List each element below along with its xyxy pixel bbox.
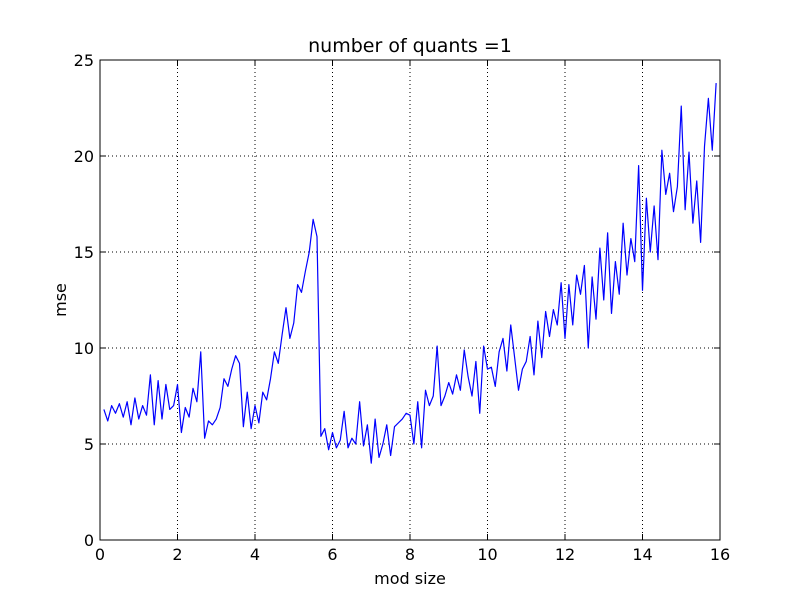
- y-tick-label: 0: [84, 531, 94, 550]
- plot-area: [103, 83, 717, 464]
- x-axis-label: mod size: [374, 569, 446, 588]
- x-tick-label: 0: [95, 545, 105, 564]
- chart-title: number of quants =1: [308, 35, 512, 57]
- y-tick-label: 5: [84, 435, 94, 454]
- grid-lines: [100, 60, 720, 540]
- axis-ticks: [99, 59, 721, 541]
- x-tick-label: 14: [632, 545, 652, 564]
- series-line: [103, 83, 717, 464]
- x-tick-label: 12: [555, 545, 575, 564]
- y-tick-label: 20: [74, 147, 94, 166]
- y-tick-label: 10: [74, 339, 94, 358]
- x-tick-label: 4: [250, 545, 260, 564]
- x-tick-label: 16: [710, 545, 730, 564]
- y-tick-label: 15: [74, 243, 94, 262]
- x-tick-label: 6: [327, 545, 337, 564]
- x-tick-label: 8: [405, 545, 415, 564]
- x-tick-label: 2: [172, 545, 182, 564]
- y-axis-label: mse: [51, 283, 70, 317]
- x-tick-label: 10: [477, 545, 497, 564]
- y-tick-label: 25: [74, 51, 94, 70]
- tick-labels: 0 2 4 6 8 10 12 14 16 0 5 10 15 20 25: [74, 51, 731, 564]
